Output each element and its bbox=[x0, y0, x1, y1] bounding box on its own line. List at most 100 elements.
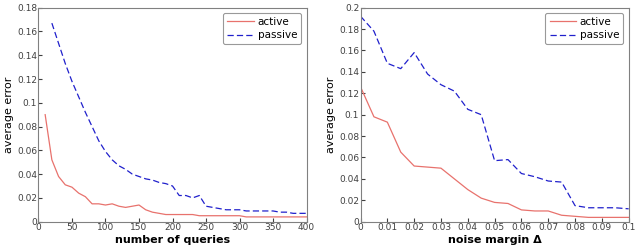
active bbox=[122, 206, 129, 209]
passive bbox=[518, 172, 525, 175]
active bbox=[95, 202, 102, 205]
active bbox=[424, 166, 431, 169]
passive bbox=[122, 168, 129, 171]
passive bbox=[289, 212, 297, 215]
active bbox=[243, 215, 250, 218]
active bbox=[42, 113, 49, 116]
active bbox=[262, 215, 270, 218]
passive bbox=[202, 205, 210, 208]
active bbox=[370, 115, 378, 118]
passive bbox=[397, 67, 404, 70]
active bbox=[102, 203, 109, 206]
active bbox=[129, 205, 136, 208]
active bbox=[108, 202, 116, 205]
passive bbox=[95, 139, 102, 142]
active bbox=[61, 183, 69, 186]
active bbox=[182, 213, 189, 216]
passive bbox=[584, 206, 592, 209]
X-axis label: number of queries: number of queries bbox=[115, 235, 230, 245]
active bbox=[189, 213, 196, 216]
passive bbox=[424, 72, 431, 75]
passive bbox=[410, 51, 418, 54]
passive bbox=[169, 185, 177, 187]
active bbox=[504, 202, 512, 205]
passive bbox=[236, 208, 243, 211]
passive bbox=[598, 206, 605, 209]
active bbox=[303, 215, 310, 218]
passive bbox=[545, 180, 552, 183]
passive bbox=[162, 182, 170, 185]
passive bbox=[216, 207, 223, 210]
passive bbox=[558, 181, 566, 184]
active bbox=[383, 121, 391, 124]
passive bbox=[61, 62, 69, 65]
passive bbox=[156, 181, 163, 184]
passive bbox=[129, 173, 136, 176]
passive bbox=[75, 95, 83, 98]
passive bbox=[437, 83, 445, 86]
passive bbox=[262, 209, 270, 212]
passive bbox=[148, 179, 156, 182]
passive bbox=[256, 209, 264, 212]
passive bbox=[55, 42, 63, 45]
Line: passive: passive bbox=[360, 16, 628, 209]
active bbox=[68, 186, 76, 189]
active bbox=[256, 215, 264, 218]
active bbox=[115, 205, 123, 208]
active bbox=[571, 215, 579, 218]
passive bbox=[356, 15, 364, 18]
passive bbox=[531, 175, 539, 178]
active bbox=[249, 215, 257, 218]
passive bbox=[303, 212, 310, 215]
active bbox=[135, 203, 143, 206]
active bbox=[625, 216, 632, 219]
active bbox=[142, 208, 150, 211]
passive bbox=[108, 158, 116, 161]
active bbox=[55, 175, 63, 178]
Legend: active, passive: active, passive bbox=[223, 13, 301, 44]
active bbox=[558, 214, 566, 217]
passive bbox=[296, 212, 304, 215]
active bbox=[269, 215, 277, 218]
active bbox=[162, 213, 170, 216]
active bbox=[209, 214, 216, 217]
passive bbox=[571, 204, 579, 207]
active bbox=[202, 214, 210, 217]
passive bbox=[48, 22, 56, 25]
passive bbox=[189, 196, 196, 199]
passive bbox=[504, 158, 512, 161]
active bbox=[296, 215, 304, 218]
Y-axis label: average error: average error bbox=[326, 76, 336, 153]
active bbox=[156, 212, 163, 215]
passive bbox=[383, 62, 391, 65]
passive bbox=[175, 194, 183, 197]
Line: active: active bbox=[360, 87, 628, 217]
passive bbox=[283, 211, 291, 214]
active bbox=[518, 208, 525, 211]
active bbox=[229, 214, 237, 217]
passive bbox=[477, 113, 485, 116]
active bbox=[491, 201, 499, 204]
passive bbox=[464, 108, 472, 111]
passive bbox=[229, 208, 237, 211]
active bbox=[410, 165, 418, 168]
active bbox=[545, 209, 552, 212]
active bbox=[397, 151, 404, 154]
passive bbox=[276, 211, 284, 214]
active bbox=[169, 213, 177, 216]
active bbox=[195, 214, 203, 217]
active bbox=[437, 167, 445, 170]
active bbox=[75, 192, 83, 195]
active bbox=[356, 85, 364, 88]
passive bbox=[370, 30, 378, 33]
passive bbox=[142, 177, 150, 180]
active bbox=[88, 202, 96, 205]
passive bbox=[611, 206, 619, 209]
active bbox=[48, 158, 56, 161]
active bbox=[148, 211, 156, 214]
active bbox=[222, 214, 230, 217]
active bbox=[81, 195, 89, 198]
X-axis label: noise margin Δ: noise margin Δ bbox=[448, 235, 541, 245]
active bbox=[283, 215, 291, 218]
passive bbox=[249, 209, 257, 212]
